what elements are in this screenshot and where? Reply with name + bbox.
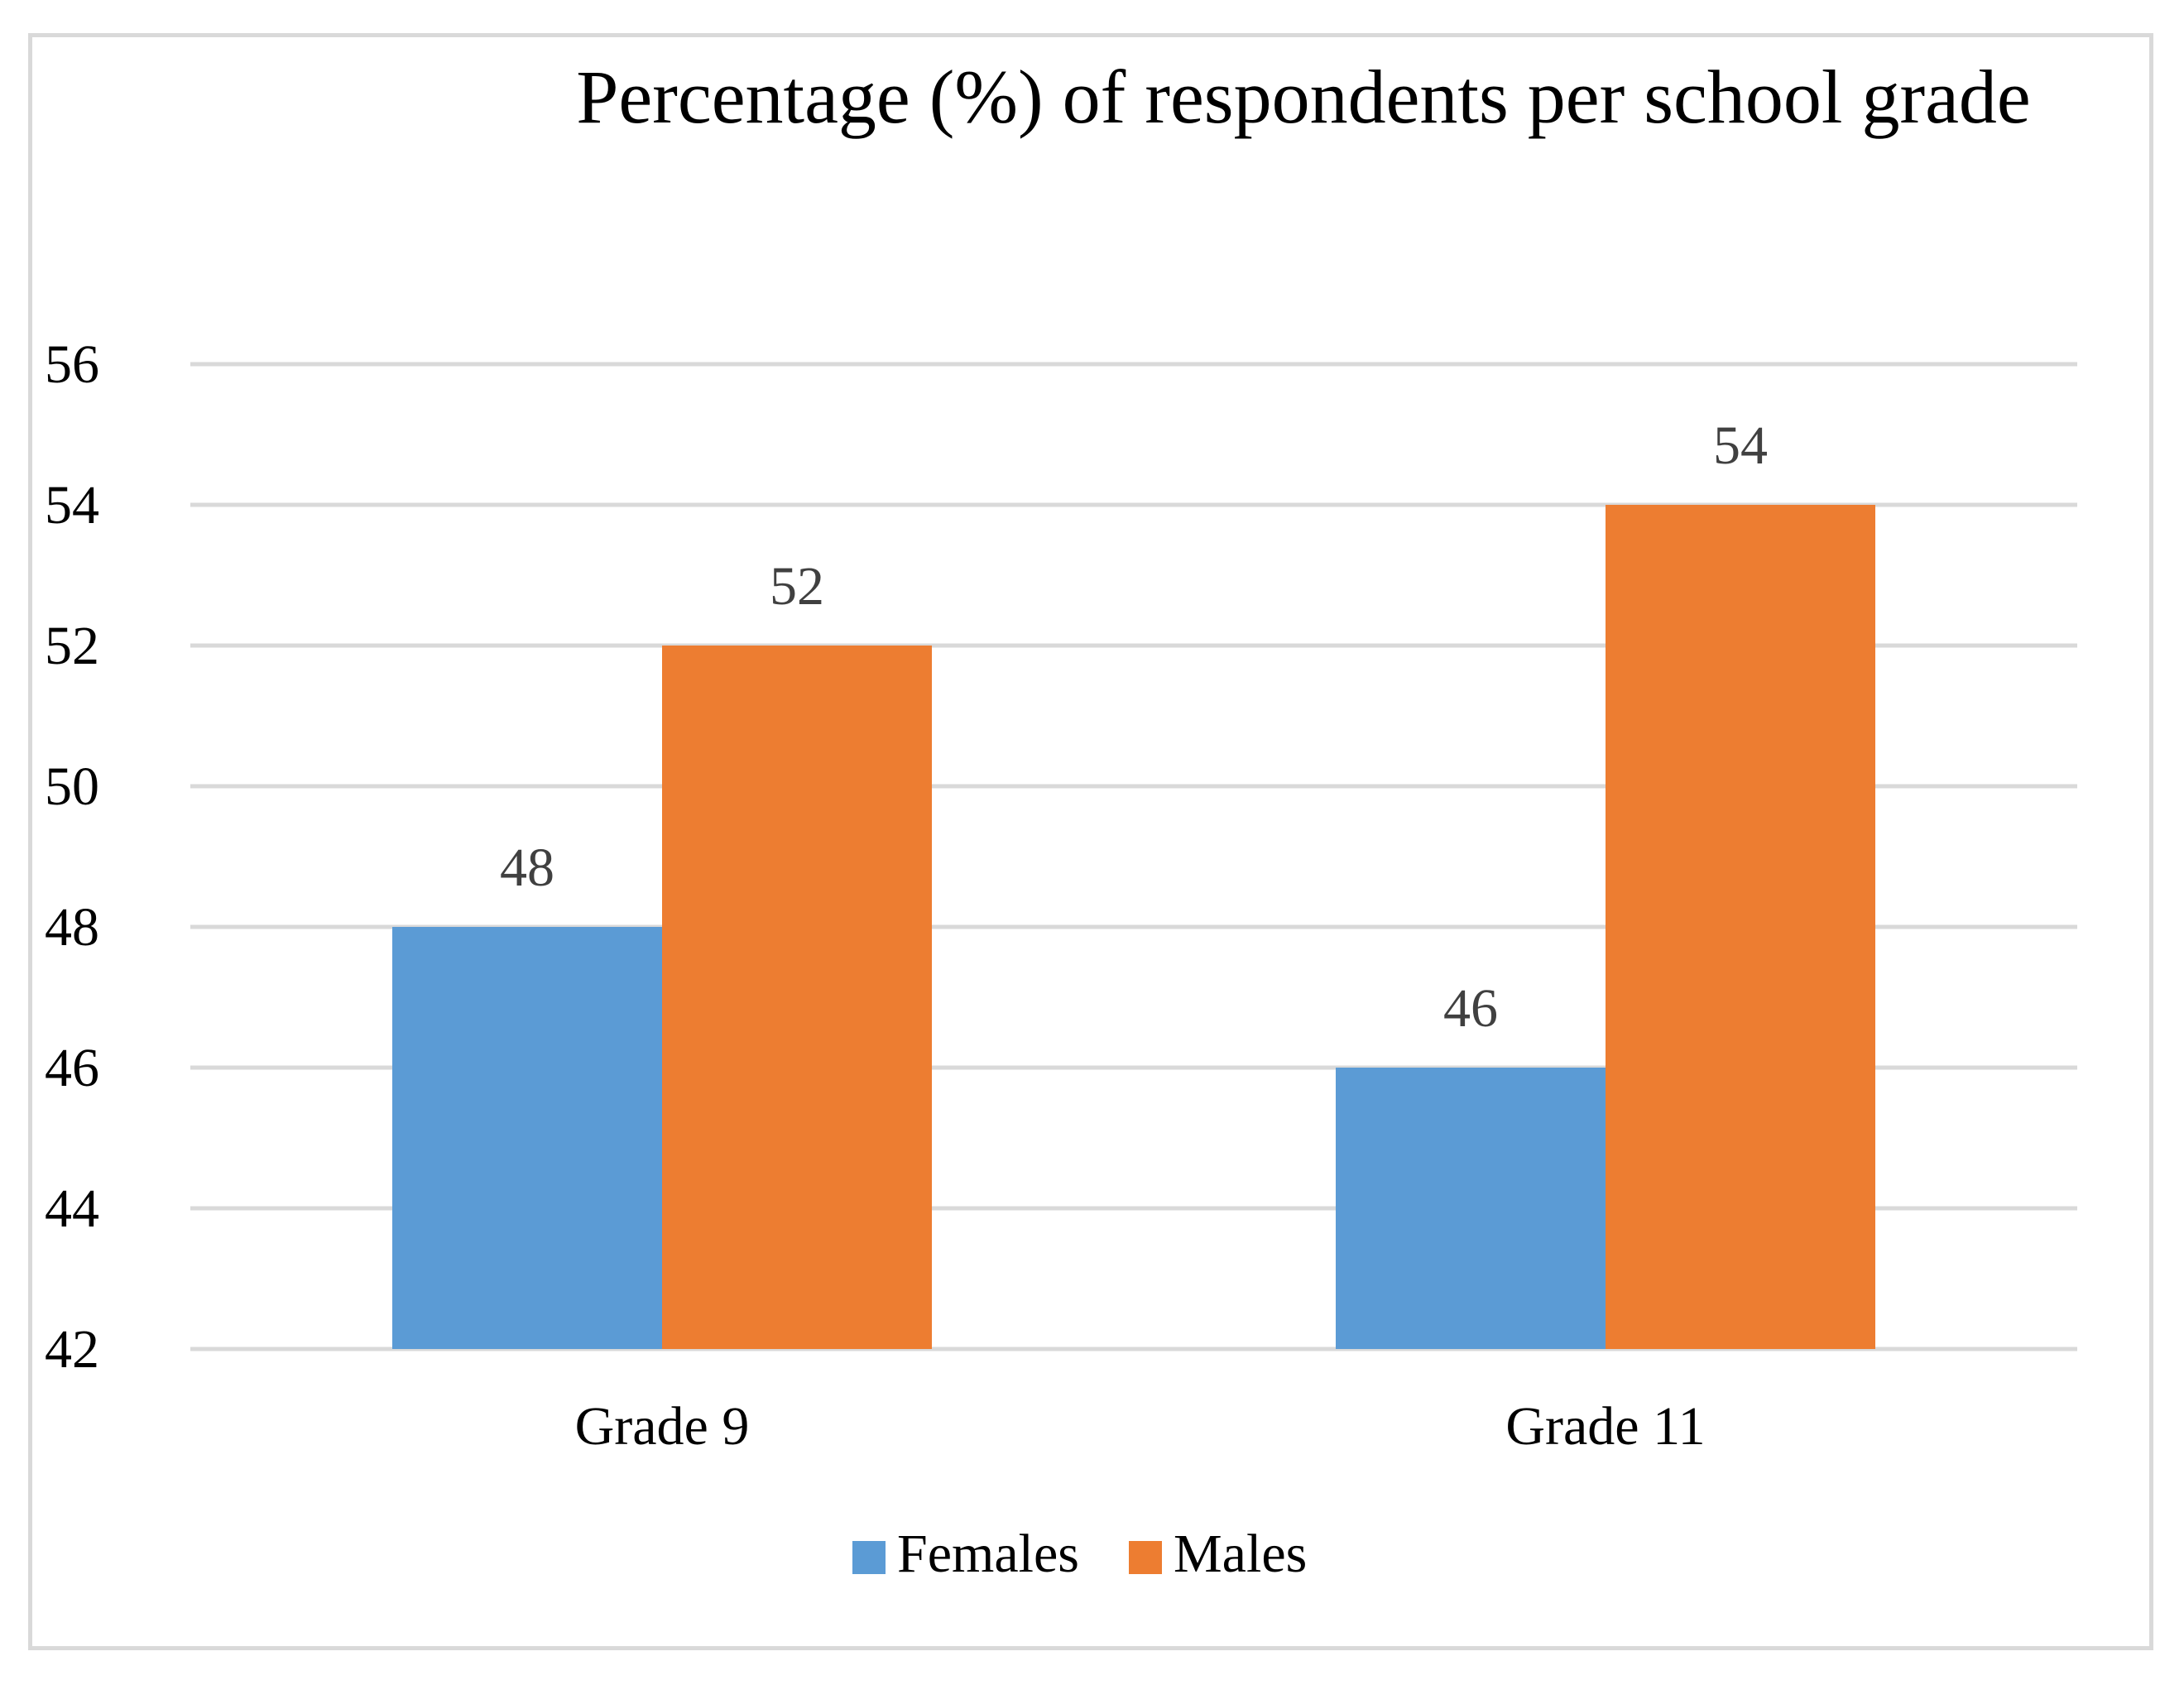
legend-label-females: Females: [897, 1524, 1079, 1584]
category-label: Grade 11: [1505, 1396, 1705, 1457]
chart-title: Percentage (%) of respondents per school…: [576, 55, 2031, 139]
legend: Females Males: [852, 1524, 1307, 1584]
legend-label-males: Males: [1174, 1524, 1307, 1584]
y-tick-label: 48: [45, 897, 99, 958]
x-axis-categories: Grade 9 Grade 11: [575, 1396, 1706, 1457]
data-labels: 48 52 46 54: [500, 415, 1768, 1039]
y-tick-label: 56: [45, 334, 99, 395]
legend-swatch-males: [1129, 1541, 1162, 1574]
data-label: 54: [1713, 415, 1768, 476]
y-tick-label: 52: [45, 616, 99, 676]
bar-males-grade-11: [1606, 505, 1875, 1349]
data-label: 48: [500, 838, 554, 898]
bars: [392, 505, 1875, 1349]
y-tick-label: 46: [45, 1038, 99, 1098]
data-label: 52: [770, 556, 824, 617]
y-tick-label: 50: [45, 756, 99, 817]
y-tick-label: 54: [45, 475, 99, 535]
y-tick-label: 42: [45, 1319, 99, 1380]
bar-females-grade-9: [392, 927, 662, 1349]
data-label: 46: [1443, 978, 1498, 1039]
y-axis-ticks: 42 44 46 48 50 52 54 56: [45, 334, 99, 1380]
y-tick-label: 44: [45, 1179, 99, 1239]
legend-swatch-females: [852, 1541, 886, 1574]
category-label: Grade 9: [575, 1396, 750, 1457]
bar-females-grade-11: [1336, 1068, 1606, 1349]
bar-males-grade-9: [662, 646, 932, 1349]
